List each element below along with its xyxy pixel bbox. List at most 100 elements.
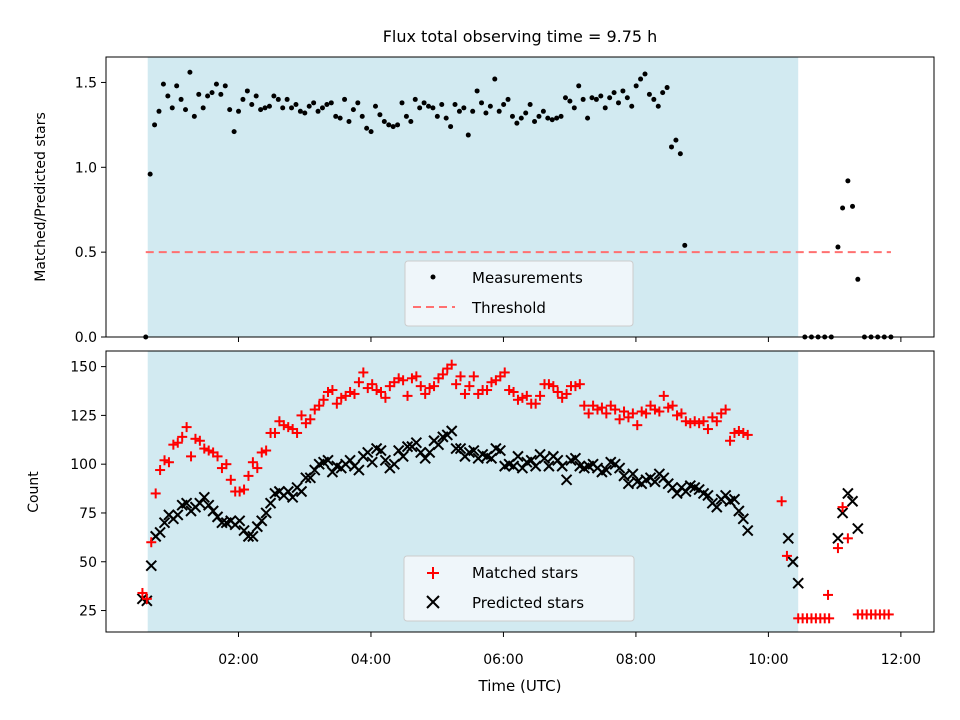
predicted-star-point [787,556,799,568]
predicted-star-point [415,446,427,459]
measurement-point [655,103,661,109]
matched-star-point [667,400,678,411]
predicted-star-point [304,472,317,484]
predicted-star-point [782,532,794,545]
matched-star-point [146,537,157,548]
measurement-point [474,88,480,94]
matched-star-point [738,427,749,438]
matched-star-point [398,375,409,386]
matched-star-point [482,385,493,396]
chart-title: Flux total observing time = 9.75 h [383,27,658,46]
measurement-point [169,105,175,111]
measurement-point [620,88,626,94]
matched-star-point [663,402,674,413]
matched-star-point [842,533,853,544]
measurement-point [421,100,427,106]
predicted-star-point [552,454,564,466]
matched-star-point [367,379,378,390]
measurement-point [646,91,652,97]
count-panel: 02:00 04:00 06:00 08:00 10:00 12:00 25 50 75 100… [26,350,935,695]
legend-matched-marker [427,567,439,579]
measurement-point [651,96,657,102]
matched-star-point [424,383,435,394]
legend-threshold-label: Threshold [471,299,546,317]
matched-star-point [415,381,426,392]
predicted-star-point [680,485,692,498]
predicted-star-point [216,517,228,529]
measurement-point [209,90,215,96]
matched-star-point [269,427,280,438]
matched-star-point [150,488,161,499]
measurement-point [540,108,546,114]
matched-star-point [247,457,258,468]
measurement-point [266,103,272,109]
measurement-point [514,120,520,126]
measurement-point [850,203,856,209]
matched-star-point [468,371,479,382]
x-tick-label: 10:00 [748,652,788,668]
x-tick-label: 02:00 [218,652,258,668]
matched-star-point [455,371,466,382]
measurement-point [845,178,851,184]
measurement-point [598,93,604,99]
predicted-star-point [852,522,864,535]
count-y-tick-label: 75 [79,506,97,522]
measurement-point [470,108,476,114]
measurement-point [386,122,392,128]
measurement-point [258,107,264,113]
predicted-star-point [836,507,849,519]
measurement-point [280,105,286,111]
ratio-panel: 0.0 0.5 1.0 1.5 Matched/Predicted stars Mea… [33,56,935,346]
measurement-point [147,171,153,177]
predicted-star-point [556,460,568,472]
matched-star-point [654,406,665,417]
matched-star-point [358,367,369,378]
matched-star-point [353,377,364,388]
matched-star-point [672,410,683,421]
predicted-star-point [326,466,339,478]
matched-star-point [733,426,744,437]
predicted-star-point [454,442,467,455]
matched-star-point [406,373,417,384]
measurement-point [527,102,533,108]
matched-star-point [832,543,843,554]
matched-star-point [141,593,152,604]
measurement-point [487,103,493,109]
measurement-point [611,90,617,96]
measurement-point [368,129,374,135]
measurement-point [523,110,529,116]
predicted-star-point [401,440,414,453]
x-tick-label: 04:00 [351,652,391,668]
matched-star-point [420,388,431,399]
matched-star-point [380,392,391,403]
measurement-point [840,205,846,211]
matched-star-point [225,474,236,485]
matched-star-point [305,414,316,425]
measurement-point [682,242,688,248]
matched-star-point [318,394,329,405]
predicted-star-point [198,491,210,504]
matched-star-point [283,422,294,433]
measurement-point [664,85,670,91]
matched-star-point [349,388,360,399]
matched-star-point [168,439,179,450]
measurement-point [403,113,409,119]
measurement-point [275,96,281,102]
measurement-point [244,88,250,94]
matched-star-point [711,416,722,427]
measurement-point [607,95,613,101]
measurement-point [585,115,591,121]
matched-star-point [331,398,342,409]
measurement-point [496,108,502,114]
matched-star-point [548,381,559,392]
measurement-point [302,110,308,116]
predicted-star-point [719,489,732,502]
matched-star-point [393,373,404,384]
ratio-y-tick-label: 1.5 [75,75,97,91]
measurement-point [187,69,193,75]
matched-star-point [504,385,515,396]
predicted-star-point [375,444,387,457]
matched-star-point [883,609,894,620]
legend-measurement-marker [430,274,436,280]
measurement-point [571,105,577,111]
